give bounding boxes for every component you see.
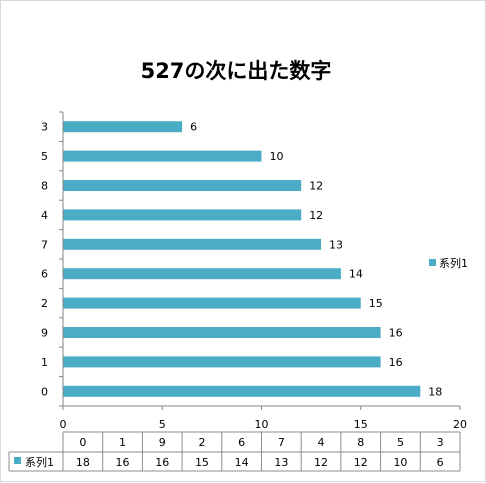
legend-marker [429, 259, 436, 266]
table-value-cell: 16 [155, 456, 169, 469]
table-value-cell: 13 [274, 456, 288, 469]
table-series-name: 系列1 [25, 455, 54, 469]
x-tick-label-10: 10 [255, 418, 269, 431]
table-value-cell: 10 [393, 456, 407, 469]
y-tick-label-2: 2 [41, 297, 48, 310]
data-label-5: 10 [270, 150, 284, 163]
x-tick-label-20: 20 [453, 418, 467, 431]
y-tick-label-4: 4 [41, 209, 48, 222]
bar-3 [63, 121, 183, 133]
table-header-cell: 0 [79, 436, 86, 449]
y-tick-label-8: 8 [41, 180, 48, 193]
bar-4 [63, 209, 302, 221]
data-label-8: 12 [309, 180, 323, 193]
data-table: 0 18 1 16 9 16 2 15 6 14 7 13 4 12 8 12 5 10 3 6 系列1 [8, 431, 461, 472]
y-tick-label-5: 5 [41, 150, 48, 163]
bar-9 [63, 327, 381, 338]
plot-area: 18 0 16 1 16 9 15 2 14 6 13 7 12 4 12 8 10 5 6 3 0 5 10 15 20 [41, 111, 467, 431]
table-header-cell: 7 [278, 436, 285, 449]
x-tick-label-0: 0 [60, 418, 67, 431]
bar-1 [63, 356, 381, 368]
table-legend-key [14, 457, 21, 464]
chart-title: 527の次に出た数字 [141, 59, 332, 83]
table-value-cell: 12 [314, 456, 328, 469]
bar-6 [63, 268, 341, 280]
x-tick-label-5: 5 [159, 418, 166, 431]
table-header-cell: 1 [119, 436, 126, 449]
table-header-cell: 2 [198, 436, 205, 449]
bar-0 [63, 385, 421, 397]
data-label-7: 13 [329, 238, 343, 251]
table-header-cell: 3 [437, 436, 444, 449]
table-value-cell: 6 [437, 456, 444, 469]
data-label-2: 15 [369, 297, 383, 310]
table-header-cell: 6 [238, 436, 245, 449]
data-label-3: 6 [190, 121, 197, 134]
y-tick-label-1: 1 [41, 356, 48, 369]
table-value-cell: 16 [116, 456, 130, 469]
data-label-4: 12 [309, 209, 323, 222]
data-label-1: 16 [389, 356, 403, 369]
bar-7 [63, 238, 322, 250]
table-value-cell: 18 [76, 456, 90, 469]
y-tick-label-6: 6 [41, 268, 48, 281]
bar-8 [63, 180, 302, 191]
table-header-cell: 9 [159, 436, 166, 449]
data-label-9: 16 [389, 327, 403, 340]
y-tick-label-3: 3 [41, 121, 48, 134]
data-label-6: 14 [349, 268, 363, 281]
x-tick-label-15: 15 [354, 418, 368, 431]
legend-label: 系列1 [439, 256, 468, 270]
table-value-cell: 14 [235, 456, 249, 469]
table-header-cell: 4 [318, 436, 325, 449]
data-label-0: 18 [428, 385, 442, 398]
table-header-cell: 8 [357, 436, 364, 449]
table-value-cell: 12 [354, 456, 368, 469]
legend: 系列1 [429, 256, 468, 270]
table-header-cell: 5 [397, 436, 404, 449]
y-tick-label-9: 9 [41, 327, 48, 340]
bar-2 [63, 297, 361, 309]
y-tick-label-7: 7 [41, 238, 48, 251]
y-tick-label-0: 0 [41, 385, 48, 398]
bar-5 [63, 150, 262, 162]
table-value-cell: 15 [195, 456, 209, 469]
